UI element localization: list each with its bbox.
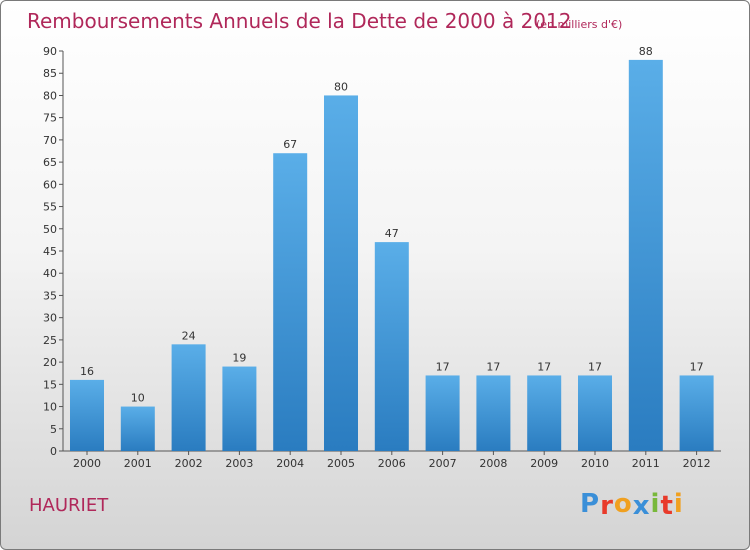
bar-value-label: 24 <box>182 329 196 342</box>
y-tick-label: 65 <box>43 156 57 169</box>
bar <box>70 379 104 451</box>
bar <box>476 375 511 451</box>
x-tick-label: 2001 <box>124 457 152 470</box>
y-tick-label: 20 <box>43 356 57 369</box>
y-tick-label: 10 <box>43 401 57 414</box>
x-tick-label: 2003 <box>225 457 253 470</box>
bar-value-label: 19 <box>232 352 246 365</box>
bar-value-label: 17 <box>588 360 602 373</box>
y-tick-label: 85 <box>43 67 57 80</box>
y-tick-label: 75 <box>43 112 57 125</box>
axes: 0 5 10 15 20 25 30 35 40 45 50 55 60 65 70 75 80 85 90 2000… <box>43 45 721 470</box>
bar-value-label: 17 <box>486 360 500 373</box>
bar-value-label: 80 <box>334 80 348 93</box>
y-tick-label: 15 <box>43 378 57 391</box>
y-tick-label: 90 <box>43 45 57 58</box>
logo-letter: x <box>632 491 651 521</box>
bar <box>324 95 358 451</box>
y-tick-label: 40 <box>43 267 57 280</box>
y-tick-label: 55 <box>43 201 57 214</box>
bar <box>679 375 714 451</box>
x-tick-label: 2008 <box>479 457 507 470</box>
x-tick-label: 2011 <box>632 457 660 470</box>
y-tick-label: 0 <box>50 445 57 458</box>
x-tick-label: 2006 <box>378 457 406 470</box>
y-tick-label: 50 <box>43 223 57 236</box>
bar-value-label: 17 <box>690 360 704 373</box>
bar <box>578 375 612 451</box>
bar <box>628 59 663 452</box>
bar <box>273 153 308 451</box>
logo-letter: P <box>580 489 601 519</box>
y-tick-label: 25 <box>43 334 57 347</box>
x-tick-label: 2004 <box>276 457 304 470</box>
bar <box>425 375 460 451</box>
x-tick-label: 2002 <box>175 457 203 470</box>
x-tick-label: 2007 <box>429 457 457 470</box>
x-tick-label: 2012 <box>683 457 711 470</box>
bar-value-label: 17 <box>537 360 551 373</box>
bar-value-label: 47 <box>385 227 399 240</box>
logo-letter: i <box>673 489 684 519</box>
y-tick-label: 70 <box>43 134 57 147</box>
bar <box>120 406 155 451</box>
bar <box>374 242 409 451</box>
commune-name: HAURIET <box>29 495 109 516</box>
logo-letter: o <box>613 489 633 519</box>
bar-value-label: 16 <box>80 365 94 378</box>
bar-value-label: 17 <box>436 360 450 373</box>
x-tick-label: 2010 <box>581 457 609 470</box>
logo-letter: r <box>600 491 614 521</box>
chart-subtitle: (en milliers d'€) <box>536 18 622 31</box>
logo-letter: i <box>650 489 661 519</box>
y-tick-label: 60 <box>43 178 57 191</box>
bar <box>527 375 562 451</box>
x-tick-label: 2000 <box>73 457 101 470</box>
bar-value-label: 10 <box>131 392 145 405</box>
bar-value-label: 67 <box>283 138 297 151</box>
chart-title: Remboursements Annuels de la Dette de 20… <box>27 9 571 33</box>
y-tick-label: 5 <box>50 423 57 436</box>
logo-letter: t <box>660 491 674 521</box>
y-tick-label: 45 <box>43 245 57 258</box>
bar <box>171 344 206 451</box>
bar <box>222 366 257 451</box>
x-tick-label: 2005 <box>327 457 355 470</box>
bars: 16 10 24 19 67 80 47 17 17 17 17 88 17 <box>70 45 714 452</box>
y-tick-label: 30 <box>43 312 57 325</box>
x-tick-label: 2009 <box>530 457 558 470</box>
bar-value-label: 88 <box>639 45 653 58</box>
y-tick-label: 80 <box>43 89 57 102</box>
y-tick-label: 35 <box>43 289 57 302</box>
proxiti-logo: Proxiti <box>580 489 684 521</box>
